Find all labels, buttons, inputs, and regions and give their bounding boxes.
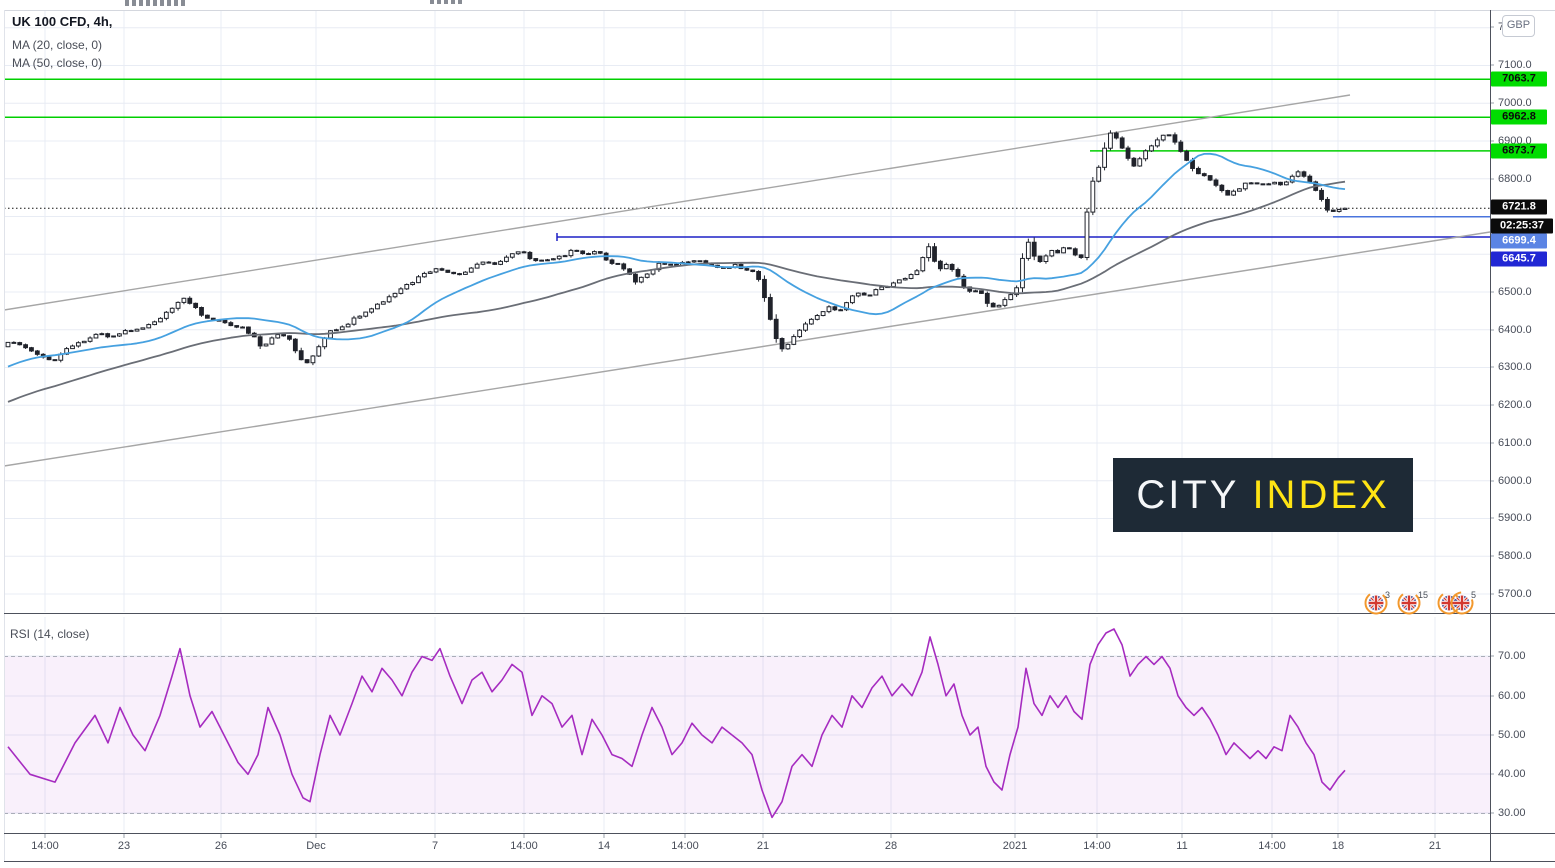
price-tick-label: 6000.0 bbox=[1498, 475, 1532, 487]
pane-border-top bbox=[4, 10, 1555, 11]
candlestick-series bbox=[5, 130, 1348, 366]
rsi-tick-label: 60.00 bbox=[1498, 690, 1526, 702]
cropped-header-artifact bbox=[125, 0, 185, 6]
time-tick-label: 14 bbox=[597, 840, 611, 852]
ma-line[interactable] bbox=[7, 152, 1346, 368]
time-tick-label: 14:00 bbox=[671, 840, 699, 852]
price-tick-label: 7 bbox=[1498, 21, 1504, 33]
price-level-badge[interactable]: 6645.7 bbox=[1491, 251, 1547, 267]
time-tick-label: 21 bbox=[1428, 840, 1442, 852]
price-tick-label: 5700.0 bbox=[1498, 588, 1532, 600]
price-tick-label: 5800.0 bbox=[1498, 550, 1532, 562]
price-tick-label: 5900.0 bbox=[1498, 512, 1532, 524]
price-level-badge[interactable]: 6699.4 bbox=[1491, 233, 1547, 249]
time-tick-label: 14:00 bbox=[1258, 840, 1286, 852]
rsi-tick-label: 70.00 bbox=[1498, 650, 1526, 662]
time-tick-label: 7 bbox=[431, 840, 439, 852]
time-tick-label: 11 bbox=[1176, 840, 1188, 852]
price-axis-separator bbox=[1490, 10, 1491, 861]
chart-bottom-border bbox=[4, 861, 1555, 862]
price-tick-label: 6400.0 bbox=[1498, 324, 1532, 336]
price-level-badge[interactable]: 6873.7 bbox=[1491, 143, 1547, 159]
cropped-header-artifact bbox=[430, 0, 463, 4]
logo-text-index: INDEX bbox=[1252, 472, 1390, 517]
price-tick-label: 6300.0 bbox=[1498, 361, 1532, 373]
gridlines bbox=[5, 11, 1494, 838]
time-tick-label: 14:00 bbox=[510, 840, 538, 852]
time-tick-label: 21 bbox=[756, 840, 770, 852]
price-level-badge[interactable]: 6962.8 bbox=[1491, 109, 1547, 125]
uk-flag-icon[interactable] bbox=[1368, 595, 1384, 611]
ma20-legend[interactable]: MA (20, close, 0) bbox=[12, 38, 103, 52]
event-count-label: 5 bbox=[1471, 590, 1476, 600]
uk-flag-icon[interactable] bbox=[1401, 595, 1417, 611]
trend-line[interactable] bbox=[4, 231, 1490, 467]
price-level-badge[interactable]: 7063.7 bbox=[1491, 71, 1547, 87]
currency-toggle-button[interactable]: GBP bbox=[1502, 15, 1535, 37]
time-tick-label: 28 bbox=[884, 840, 898, 852]
logo-text-city: CITY bbox=[1136, 472, 1240, 517]
price-tick-label: 6200.0 bbox=[1498, 399, 1532, 411]
rsi-tick-label: 30.00 bbox=[1498, 807, 1526, 819]
rsi-legend[interactable]: RSI (14, close) bbox=[10, 627, 90, 641]
rsi-pane bbox=[4, 628, 1490, 819]
time-tick-label: 14:00 bbox=[1083, 840, 1111, 852]
price-tick-label: 7000.0 bbox=[1498, 97, 1532, 109]
event-arc bbox=[1450, 591, 1474, 615]
bar-countdown-badge: 02:25:37 bbox=[1491, 218, 1553, 234]
event-arc bbox=[1364, 591, 1388, 615]
price-tick-label: 6500.0 bbox=[1498, 286, 1532, 298]
rsi-tick-label: 50.00 bbox=[1498, 729, 1526, 741]
time-tick-label: 23 bbox=[117, 840, 131, 852]
time-tick-label: 2021 bbox=[1002, 840, 1028, 852]
time-tick-label: Dec bbox=[306, 840, 326, 852]
time-axis-separator bbox=[4, 833, 1555, 834]
chart-legend: UK 100 CFD, 4h, MA (20, close, 0) MA (50… bbox=[12, 13, 112, 72]
price-tick-label: 6800.0 bbox=[1498, 173, 1532, 185]
city-index-logo: CITY INDEX bbox=[1113, 458, 1413, 532]
time-tick-label: 18 bbox=[1331, 840, 1345, 852]
symbol-title[interactable]: UK 100 CFD, 4h, bbox=[12, 14, 113, 29]
pane-border-left bbox=[4, 10, 5, 861]
pane-divider-main-rsi[interactable] bbox=[4, 613, 1555, 614]
trend-line[interactable] bbox=[4, 94, 1351, 311]
economic-event-flags[interactable]: 3 15 5 bbox=[1360, 588, 1490, 616]
time-tick-label: 14:00 bbox=[31, 840, 59, 852]
price-level-badge[interactable]: 6721.8 bbox=[1491, 199, 1547, 215]
ma-line[interactable] bbox=[7, 180, 1346, 403]
rsi-tick-label: 40.00 bbox=[1498, 768, 1526, 780]
event-arc bbox=[1397, 591, 1421, 615]
uk-flag-icons[interactable]: 3 15 5 bbox=[1360, 588, 1490, 616]
main-pane bbox=[4, 78, 1490, 467]
event-count-label: 3 bbox=[1385, 590, 1390, 600]
event-count-label: 15 bbox=[1418, 590, 1428, 600]
ma50-legend[interactable]: MA (50, close, 0) bbox=[12, 56, 103, 70]
price-tick-label: 7100.0 bbox=[1498, 59, 1532, 71]
time-tick-label: 26 bbox=[214, 840, 228, 852]
uk-flag-icon[interactable] bbox=[1454, 595, 1470, 611]
rsi-line[interactable] bbox=[7, 628, 1346, 819]
price-tick-label: 6100.0 bbox=[1498, 437, 1532, 449]
